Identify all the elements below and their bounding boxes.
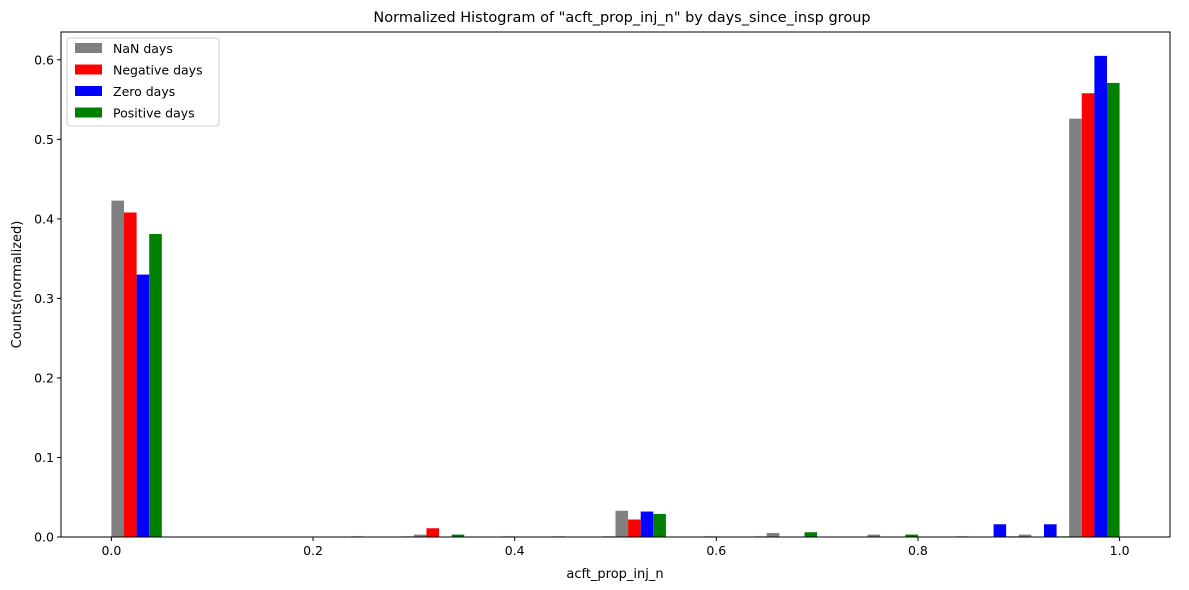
y-tick-label: 0.2 xyxy=(34,370,54,385)
bar xyxy=(451,534,465,537)
y-tick-label: 0.5 xyxy=(34,132,54,147)
x-tick-label: 0.4 xyxy=(505,543,525,558)
legend-swatch xyxy=(75,43,102,53)
legend-swatch xyxy=(75,107,102,118)
legend: NaN days Negative days Zero days Positive d… xyxy=(66,37,220,127)
legend-swatch xyxy=(75,64,102,75)
x-tick-label: 0.0 xyxy=(101,543,121,558)
bar xyxy=(766,533,780,537)
bar xyxy=(615,510,629,537)
bar xyxy=(640,511,654,537)
x-tick-label: 0.6 xyxy=(706,543,726,558)
legend-label: NaN days xyxy=(113,41,173,56)
y-tick-label: 0.6 xyxy=(34,52,54,67)
x-axis-label: acft_prop_inj_n xyxy=(566,567,663,582)
bar xyxy=(804,532,818,537)
legend-label: Zero days xyxy=(113,84,175,99)
y-axis-ticks: 0.0 0.1 0.2 0.3 0.4 0.5 0.6 xyxy=(34,52,61,545)
y-tick-label: 0.3 xyxy=(34,291,54,306)
bar xyxy=(149,234,162,537)
legend-frame xyxy=(66,37,220,127)
y-tick-label: 0.4 xyxy=(34,211,54,226)
bar xyxy=(1081,93,1095,538)
legend-label: Negative days xyxy=(113,63,203,78)
chart-title: Normalized Histogram of "acft_prop_inj_n… xyxy=(373,10,870,26)
bar xyxy=(1043,524,1057,537)
bar xyxy=(653,513,666,537)
bar xyxy=(628,519,641,537)
legend-label: Positive days xyxy=(113,106,195,121)
bar xyxy=(124,212,137,537)
bar xyxy=(993,524,1007,537)
bar xyxy=(1069,118,1082,537)
bar xyxy=(905,534,918,537)
x-tick-label: 0.2 xyxy=(303,543,323,558)
y-tick-label: 0.1 xyxy=(34,450,54,465)
bar xyxy=(1094,55,1107,538)
legend-swatch xyxy=(75,86,102,96)
plot-frame xyxy=(60,31,1171,538)
bar xyxy=(426,528,440,537)
y-axis-label: Counts(normalized) xyxy=(10,221,25,349)
x-axis-ticks: 0.0 0.2 0.4 0.6 0.8 1.0 xyxy=(101,537,1130,558)
bars-group xyxy=(111,55,1120,538)
bar xyxy=(1018,534,1032,537)
bar xyxy=(413,534,427,537)
bar xyxy=(1106,82,1120,538)
x-tick-label: 0.8 xyxy=(908,543,928,558)
y-tick-label: 0.0 xyxy=(34,530,54,545)
bar xyxy=(867,534,881,537)
x-tick-label: 1.0 xyxy=(1110,543,1130,558)
bar xyxy=(111,200,125,537)
bar xyxy=(136,274,150,537)
